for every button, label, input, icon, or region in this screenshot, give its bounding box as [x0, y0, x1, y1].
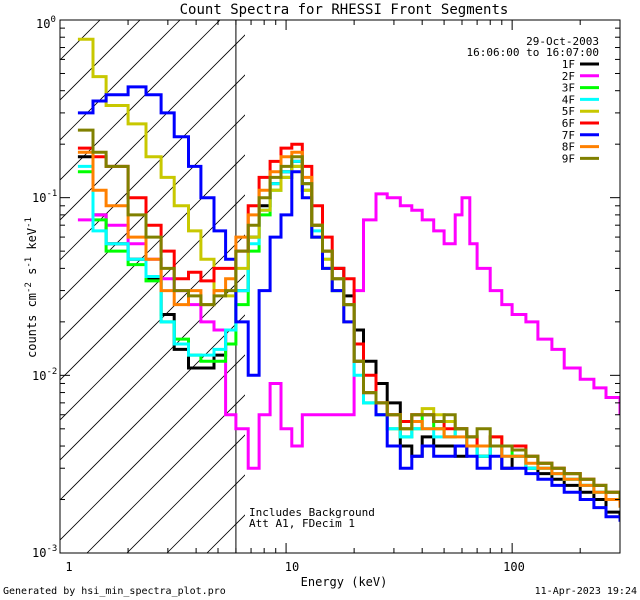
series-2F: [77, 192, 620, 470]
hatch-line: [60, 234, 245, 421]
hatch-line: [166, 474, 245, 553]
x-tick-label-100: 100: [503, 560, 525, 574]
x-tick-labels: 1 10 100: [65, 560, 524, 574]
y-tick-label-1e0: 100: [36, 15, 56, 31]
legend-label-8F: 8F: [562, 141, 575, 154]
series-9F: [77, 128, 620, 500]
hatch-line: [60, 194, 245, 381]
y-tick-labels: 100 10-1 10-2 10-3: [32, 15, 57, 560]
hatch-line: [60, 20, 61, 21]
legend-label-7F: 7F: [562, 129, 575, 142]
x-axis-label: Energy (keV): [301, 575, 388, 589]
legend-label-6F: 6F: [562, 117, 575, 130]
legend-label-3F: 3F: [562, 82, 575, 95]
hatch-line: [60, 74, 245, 261]
legend-label-4F: 4F: [562, 93, 575, 106]
legend-label-1F: 1F: [562, 58, 575, 71]
legend-label-5F: 5F: [562, 105, 575, 118]
y-axis-label: counts cm-2 s-1 keV-1: [24, 217, 39, 358]
hatch-line: [60, 20, 221, 181]
y-tick-label-1e-3: 10-3: [32, 544, 57, 560]
hatch-line: [60, 20, 141, 101]
chart-title: Count Spectra for RHESSI Front Segments: [180, 2, 509, 18]
hatch-line: [60, 34, 245, 221]
x-tick-label-10: 10: [285, 560, 299, 574]
hatch-line: [60, 274, 245, 461]
hatch-line: [86, 394, 245, 553]
date-label: 29-Oct-2003: [526, 35, 599, 48]
footer-timestamp: 11-Apr-2023 19:24: [535, 586, 637, 597]
y-tick-label-1e-1: 10-1: [32, 189, 57, 205]
annotation-background: Includes Background: [249, 506, 375, 519]
legend-label-2F: 2F: [562, 70, 575, 83]
hatch-line: [126, 434, 245, 553]
y-tick-label-1e-2: 10-2: [32, 367, 57, 383]
series-layer: [77, 37, 620, 522]
legend-label-9F: 9F: [562, 152, 575, 165]
hatch-line: [60, 154, 245, 341]
plot-frame: [59, 19, 621, 554]
series-5F: [77, 37, 620, 500]
axis-ticks: [59, 19, 621, 554]
x-tick-label-1: 1: [65, 560, 72, 574]
footer-generated-by: Generated by hsi_min_spectra_plot.pro: [3, 586, 226, 597]
annotation-attenuator: Att A1, FDecim 1: [249, 517, 355, 530]
hatch-line: [60, 354, 245, 541]
time-range-label: 16:06:00 to 16:07:00: [467, 46, 599, 59]
